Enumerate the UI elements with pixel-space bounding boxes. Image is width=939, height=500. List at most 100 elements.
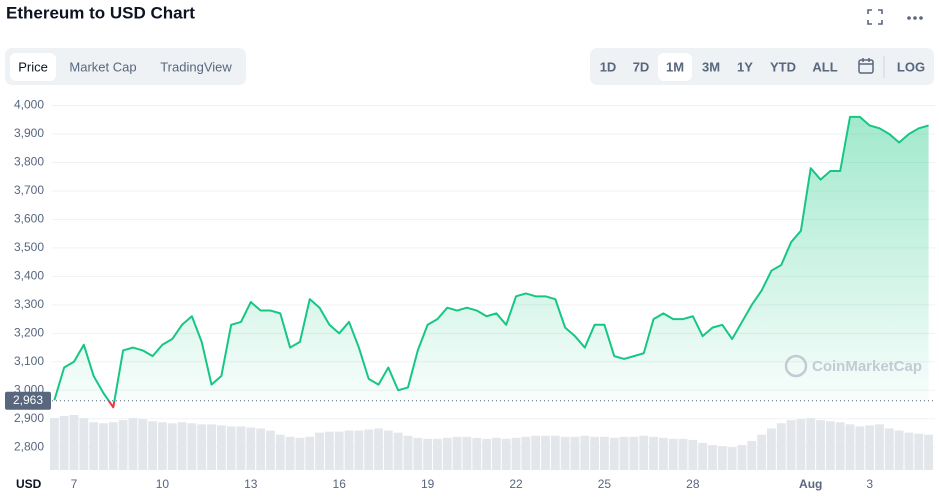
volume-bar: [825, 421, 835, 470]
volume-bar: [796, 419, 806, 470]
dot[interactable]: [907, 16, 911, 20]
dot[interactable]: [913, 16, 917, 20]
volume-bar: [924, 434, 934, 470]
volume-bar: [236, 426, 246, 470]
volume-bar: [521, 436, 531, 470]
volume-bar: [550, 435, 560, 470]
volume-bar: [403, 435, 413, 470]
volume-bar: [767, 428, 776, 470]
tab[interactable]: TradingView: [160, 59, 232, 74]
volume-bar: [138, 419, 148, 470]
calendar-icon[interactable]: [858, 58, 874, 74]
volume-bar: [118, 420, 128, 470]
volume-bar: [177, 422, 187, 470]
volume-bar: [246, 427, 256, 470]
fullscreen-glyph[interactable]: [867, 9, 883, 25]
tab[interactable]: Market Cap: [69, 59, 136, 74]
volume-bar: [531, 435, 541, 470]
y-tick-label: 3,100: [14, 354, 44, 368]
volume-bar: [668, 438, 678, 470]
volume-bar: [315, 432, 324, 470]
fullscreen-icon[interactable]: [867, 9, 883, 25]
dot[interactable]: [919, 16, 923, 20]
y-tick-label: 3,700: [14, 183, 44, 197]
volume-bar: [59, 416, 69, 470]
volume-bar: [305, 436, 315, 470]
volume-bar: [354, 430, 364, 470]
range-button[interactable]: ALL: [812, 59, 837, 74]
volume-bar: [914, 433, 924, 470]
baseline-label-bg: [5, 391, 51, 410]
volume-bar: [835, 422, 845, 470]
volume-bar: [688, 439, 698, 470]
volume-bar: [472, 437, 482, 470]
volume-bar: [747, 440, 757, 470]
tab[interactable]: Price: [18, 59, 48, 74]
tab-group: [5, 48, 246, 85]
volume-bar: [108, 422, 118, 470]
volume-bar: [49, 418, 59, 470]
volume-bar: [629, 436, 639, 470]
volume-bar: [167, 423, 177, 470]
volume-bar: [295, 437, 305, 470]
volume-bar: [884, 428, 894, 470]
volume-bar: [393, 432, 403, 470]
volume-bar: [904, 432, 914, 470]
volume-bar: [649, 436, 658, 470]
y-tick-label: 2,900: [14, 411, 44, 425]
y-tick-label: 3,300: [14, 297, 44, 311]
volume-bar: [187, 423, 197, 470]
calendar-glyph[interactable]: [859, 58, 873, 65]
volume-bar: [570, 436, 580, 470]
volume-bar: [285, 436, 295, 470]
volume-bar: [482, 438, 491, 470]
volume-bar: [433, 438, 442, 470]
range-button[interactable]: 1D: [600, 59, 617, 74]
price-area: [54, 116, 929, 401]
x-tick-label: 19: [421, 477, 435, 491]
volume-bar: [452, 436, 462, 470]
range-button[interactable]: 3M: [702, 59, 720, 74]
range-button[interactable]: 1M: [666, 59, 684, 74]
x-tick-label: 22: [509, 477, 523, 491]
axis-label: USD: [16, 477, 42, 491]
volume-bar: [501, 438, 511, 470]
more-icon[interactable]: [907, 16, 923, 20]
volume-bar: [698, 443, 708, 470]
range-button[interactable]: LOG: [897, 59, 925, 74]
volume-bar: [511, 437, 521, 470]
volume-bar: [737, 445, 747, 470]
y-tick-label: 3,600: [14, 212, 44, 226]
range-button[interactable]: 1Y: [737, 59, 753, 74]
volume-bar: [324, 431, 334, 470]
volume-bar: [226, 426, 236, 470]
x-tick-label: 16: [333, 477, 347, 491]
calendar-glyph[interactable]: [858, 59, 874, 74]
range-button[interactable]: YTD: [770, 59, 796, 74]
volume-bar: [157, 422, 167, 470]
volume-bar: [658, 437, 668, 470]
volume-bar: [99, 423, 108, 470]
volume-bar: [786, 420, 796, 470]
volume-bar: [541, 435, 550, 470]
y-tick-label: 2,800: [14, 439, 44, 453]
range-active-bg: [658, 53, 692, 81]
volume-bar: [256, 428, 266, 470]
volume-bar: [619, 436, 629, 470]
volume-bar: [757, 434, 767, 470]
volume-bar: [708, 445, 717, 470]
volume-bar: [266, 430, 275, 470]
y-tick-label: 3,900: [14, 126, 44, 140]
volume-bar: [207, 424, 216, 470]
volume-bar: [776, 423, 786, 470]
volume-bar: [580, 435, 590, 470]
range-button[interactable]: 7D: [633, 59, 650, 74]
volume-bar: [216, 425, 226, 470]
volume-bar: [639, 435, 649, 470]
baseline-label: 2,963: [13, 393, 43, 407]
volume-bar: [344, 430, 354, 470]
x-tick-label: 28: [686, 477, 700, 491]
volume-bar: [462, 436, 472, 470]
